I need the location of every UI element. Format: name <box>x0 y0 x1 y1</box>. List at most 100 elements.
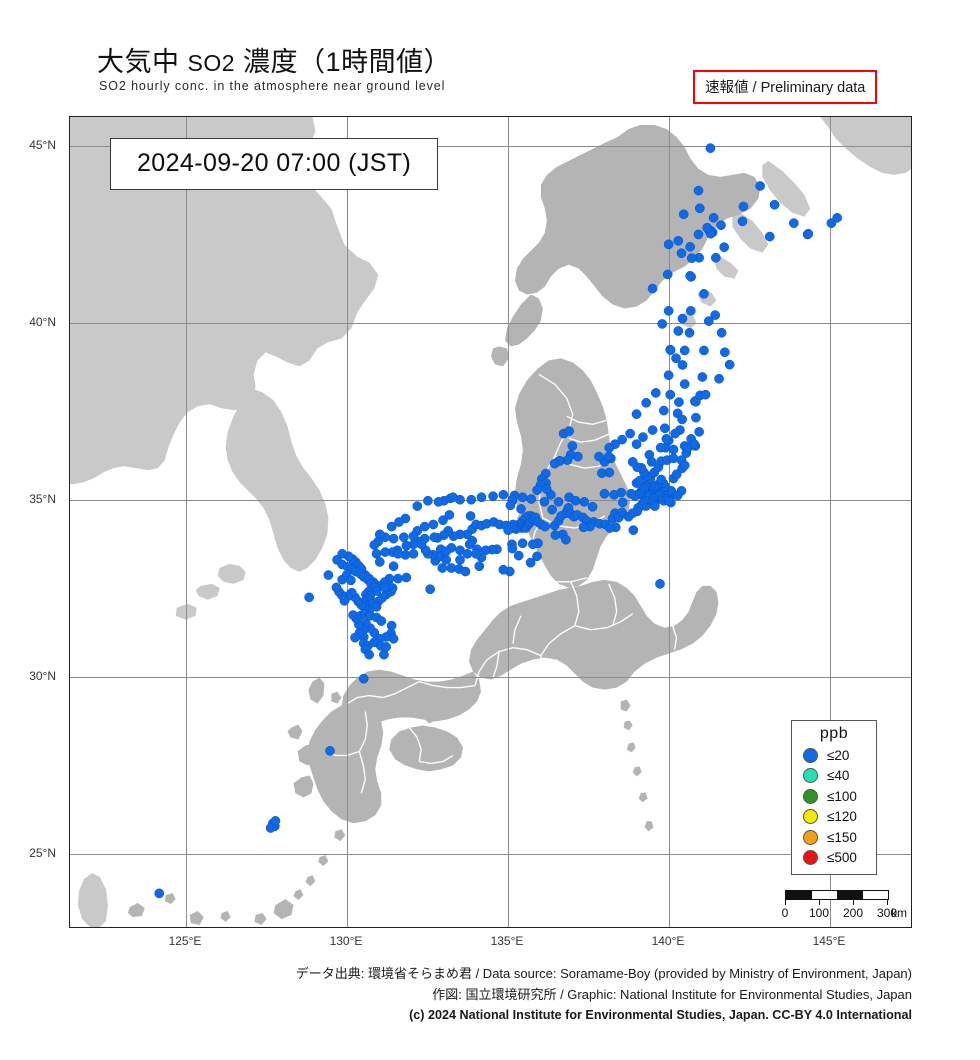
station-dot[interactable] <box>716 327 727 338</box>
station-dot[interactable] <box>719 242 730 253</box>
station-dot[interactable] <box>650 501 660 511</box>
station-dot[interactable] <box>710 310 721 320</box>
station-dot[interactable] <box>691 412 701 423</box>
station-dot[interactable] <box>441 546 452 557</box>
station-dot[interactable] <box>428 519 439 530</box>
station-dot[interactable] <box>599 488 610 499</box>
station-dot[interactable] <box>587 501 598 512</box>
station-dot[interactable] <box>677 360 688 370</box>
station-dot[interactable] <box>626 488 636 499</box>
station-dot[interactable] <box>462 548 473 559</box>
station-dot[interactable] <box>663 370 674 381</box>
station-dot[interactable] <box>398 532 409 543</box>
station-dot[interactable] <box>465 511 476 521</box>
station-dot[interactable] <box>464 539 475 550</box>
station-dot[interactable] <box>513 550 524 561</box>
station-dot[interactable] <box>702 222 713 233</box>
station-dot[interactable] <box>419 521 430 532</box>
station-dot[interactable] <box>393 548 403 559</box>
station-dot[interactable] <box>605 523 615 533</box>
station-dot[interactable] <box>650 388 661 398</box>
station-dot[interactable] <box>628 525 639 535</box>
station-dot[interactable] <box>625 428 635 439</box>
station-dot[interactable] <box>604 442 615 453</box>
station-dot[interactable] <box>388 561 399 572</box>
station-dot[interactable] <box>379 649 389 660</box>
station-dot[interactable] <box>694 203 705 214</box>
station-dot[interactable] <box>553 497 564 507</box>
station-dot[interactable] <box>699 289 709 299</box>
station-dot[interactable] <box>346 575 356 586</box>
station-dot[interactable] <box>685 241 695 252</box>
station-dot[interactable] <box>379 582 390 593</box>
station-dot[interactable] <box>270 816 281 826</box>
station-dot[interactable] <box>672 490 683 501</box>
station-dot[interactable] <box>331 582 342 593</box>
station-dot[interactable] <box>466 494 477 505</box>
station-dot[interactable] <box>627 508 638 518</box>
station-dot[interactable] <box>525 557 536 568</box>
station-dot[interactable] <box>401 540 412 551</box>
station-dot[interactable] <box>412 501 423 511</box>
station-dot[interactable] <box>769 199 780 210</box>
station-dot[interactable] <box>476 492 487 503</box>
station-dot[interactable] <box>646 457 657 467</box>
station-dot[interactable] <box>674 397 684 407</box>
station-dot[interactable] <box>265 823 276 833</box>
station-dot[interactable] <box>710 252 721 263</box>
station-dot[interactable] <box>567 441 578 451</box>
station-dot[interactable] <box>665 389 676 400</box>
station-dot[interactable] <box>517 538 528 549</box>
station-dot[interactable] <box>678 209 689 220</box>
station-dot[interactable] <box>498 489 509 500</box>
station-dot[interactable] <box>755 181 765 191</box>
station-dot[interactable] <box>549 458 560 469</box>
station-dot[interactable] <box>550 530 561 540</box>
station-dot[interactable] <box>444 510 455 520</box>
station-dot[interactable] <box>541 484 552 494</box>
station-dot[interactable] <box>488 491 498 502</box>
station-dot[interactable] <box>679 345 690 356</box>
station-dot[interactable] <box>371 548 382 559</box>
station-dot[interactable] <box>597 468 607 479</box>
station-dot[interactable] <box>647 283 658 294</box>
station-dot[interactable] <box>564 426 574 436</box>
station-dot[interactable] <box>323 570 334 580</box>
station-dot[interactable] <box>685 305 696 316</box>
station-dot[interactable] <box>677 313 688 324</box>
station-dot[interactable] <box>737 216 748 227</box>
station-dot[interactable] <box>532 551 542 562</box>
station-dot[interactable] <box>394 517 404 527</box>
station-dot[interactable] <box>460 566 471 577</box>
station-dot[interactable] <box>673 326 684 336</box>
station-dot[interactable] <box>668 444 679 455</box>
station-dot[interactable] <box>673 235 684 246</box>
station-dot[interactable] <box>408 531 419 541</box>
station-dot[interactable] <box>505 500 516 511</box>
station-dot[interactable] <box>679 379 690 389</box>
station-dot[interactable] <box>503 525 513 535</box>
station-dot[interactable] <box>358 673 369 684</box>
station-dot[interactable] <box>526 494 537 504</box>
station-dot[interactable] <box>684 327 695 338</box>
station-dot[interactable] <box>561 534 571 545</box>
station-dot[interactable] <box>528 539 538 550</box>
station-dot[interactable] <box>655 579 665 589</box>
station-dot[interactable] <box>703 316 714 326</box>
station-dot[interactable] <box>738 201 749 212</box>
station-dot[interactable] <box>603 451 614 462</box>
station-dot[interactable] <box>471 548 481 559</box>
station-dot[interactable] <box>789 218 799 228</box>
station-dot[interactable] <box>658 405 669 416</box>
station-dot[interactable] <box>656 474 667 485</box>
station-dot[interactable] <box>304 592 314 603</box>
station-dot[interactable] <box>364 649 375 660</box>
station-dot[interactable] <box>668 453 679 464</box>
station-dot[interactable] <box>832 212 843 223</box>
station-dot[interactable] <box>663 495 674 506</box>
station-dot[interactable] <box>376 616 387 626</box>
station-dot[interactable] <box>724 359 735 370</box>
station-dot-layer[interactable] <box>70 117 911 927</box>
station-dot[interactable] <box>671 353 681 364</box>
station-dot[interactable] <box>617 497 628 508</box>
